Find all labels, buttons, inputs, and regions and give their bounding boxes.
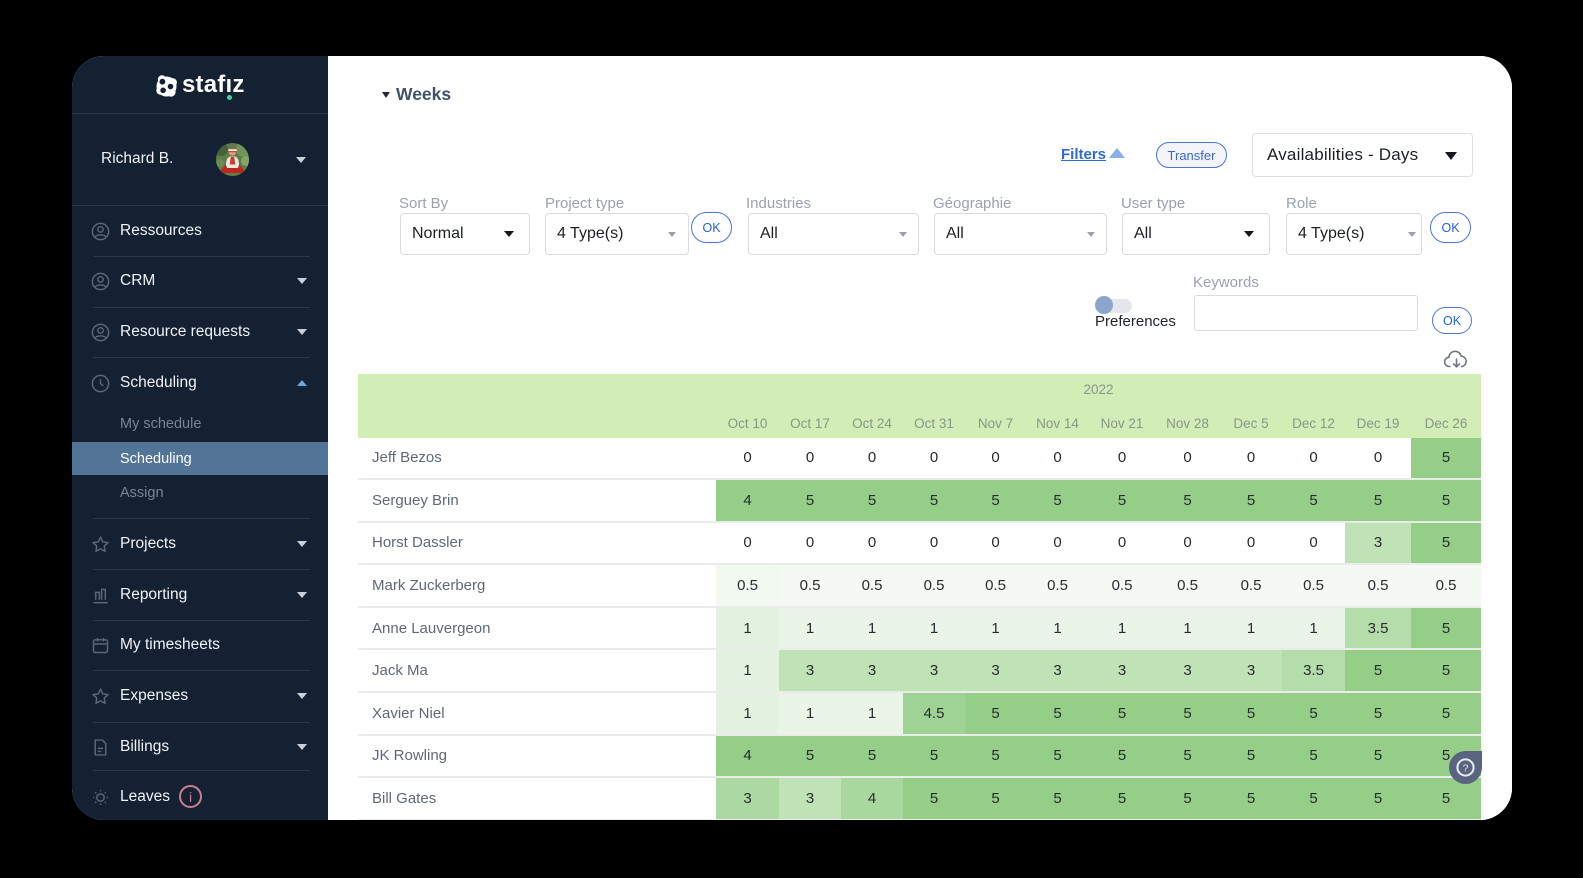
svg-text:?: ? [1463,762,1469,774]
